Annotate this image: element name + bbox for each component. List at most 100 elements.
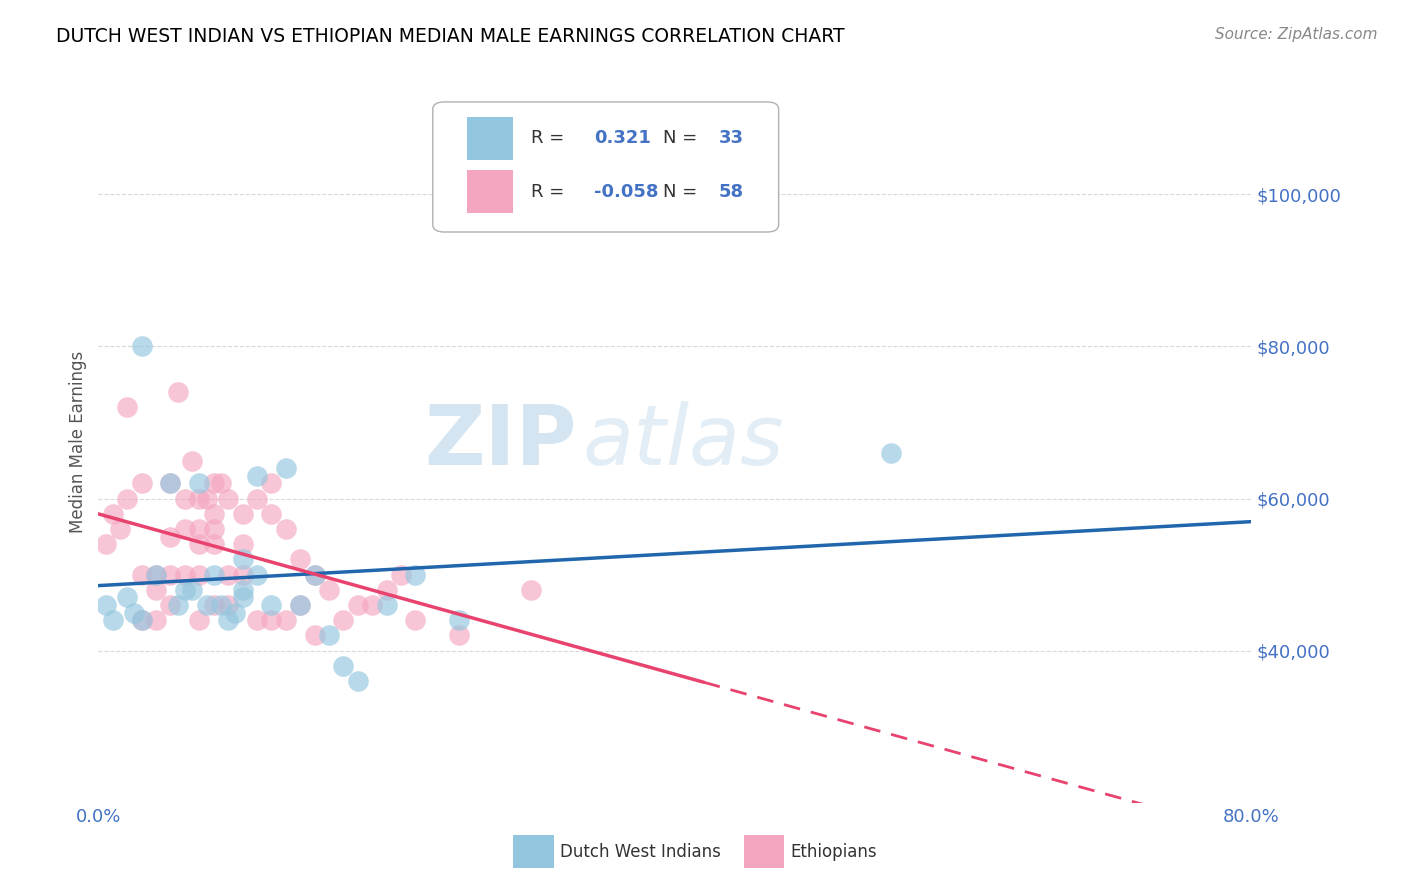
Bar bbox=[744, 835, 785, 868]
Text: ZIP: ZIP bbox=[425, 401, 576, 482]
Point bbox=[188, 522, 211, 536]
Point bbox=[260, 507, 283, 521]
Point bbox=[209, 476, 232, 491]
Text: R =: R = bbox=[531, 129, 569, 147]
Point bbox=[274, 613, 297, 627]
Bar bbox=[467, 117, 513, 160]
Point bbox=[202, 507, 225, 521]
Point bbox=[202, 476, 225, 491]
Point bbox=[304, 567, 326, 582]
Point bbox=[246, 491, 269, 506]
Point bbox=[131, 476, 153, 491]
Point bbox=[188, 567, 211, 582]
Point bbox=[231, 582, 254, 597]
Point bbox=[174, 522, 197, 536]
Point bbox=[231, 537, 254, 551]
Point bbox=[231, 507, 254, 521]
Point bbox=[131, 339, 153, 353]
Point bbox=[166, 598, 188, 612]
Point bbox=[159, 567, 181, 582]
Point bbox=[375, 582, 398, 597]
Point bbox=[332, 659, 354, 673]
Point bbox=[108, 522, 131, 536]
Point bbox=[346, 598, 368, 612]
Point bbox=[304, 567, 326, 582]
Point bbox=[209, 598, 232, 612]
Point bbox=[880, 446, 903, 460]
Point bbox=[217, 567, 239, 582]
Point bbox=[318, 582, 340, 597]
Point bbox=[447, 613, 470, 627]
Point bbox=[195, 598, 218, 612]
Point bbox=[94, 537, 117, 551]
Point bbox=[202, 598, 225, 612]
Point bbox=[117, 591, 139, 605]
Bar bbox=[513, 835, 554, 868]
Point bbox=[181, 453, 204, 467]
Point bbox=[117, 491, 139, 506]
Text: DUTCH WEST INDIAN VS ETHIOPIAN MEDIAN MALE EARNINGS CORRELATION CHART: DUTCH WEST INDIAN VS ETHIOPIAN MEDIAN MA… bbox=[56, 27, 845, 45]
Point bbox=[181, 582, 204, 597]
Text: Source: ZipAtlas.com: Source: ZipAtlas.com bbox=[1215, 27, 1378, 42]
Point bbox=[101, 613, 124, 627]
Point bbox=[202, 567, 225, 582]
Text: 33: 33 bbox=[718, 129, 744, 147]
Point bbox=[202, 537, 225, 551]
Point bbox=[520, 582, 543, 597]
Point bbox=[188, 491, 211, 506]
Text: R =: R = bbox=[531, 183, 569, 201]
Point bbox=[318, 628, 340, 642]
Point bbox=[117, 401, 139, 415]
Point bbox=[217, 491, 239, 506]
Point bbox=[332, 613, 354, 627]
Point bbox=[202, 522, 225, 536]
Point bbox=[145, 567, 167, 582]
Point bbox=[166, 385, 188, 400]
Point bbox=[231, 567, 254, 582]
Text: N =: N = bbox=[664, 183, 703, 201]
Point bbox=[290, 598, 312, 612]
Point bbox=[159, 598, 181, 612]
Point bbox=[274, 461, 297, 475]
Point bbox=[217, 613, 239, 627]
Point bbox=[131, 567, 153, 582]
Point bbox=[260, 598, 283, 612]
Point bbox=[188, 537, 211, 551]
Point bbox=[188, 613, 211, 627]
Point bbox=[188, 476, 211, 491]
Point bbox=[145, 613, 167, 627]
FancyBboxPatch shape bbox=[433, 102, 779, 232]
Point bbox=[224, 606, 246, 620]
Point bbox=[195, 491, 218, 506]
Point bbox=[246, 468, 269, 483]
Point bbox=[260, 476, 283, 491]
Text: 58: 58 bbox=[718, 183, 744, 201]
Point bbox=[159, 530, 181, 544]
Point bbox=[131, 613, 153, 627]
Bar bbox=[467, 169, 513, 213]
Point bbox=[159, 476, 181, 491]
Y-axis label: Median Male Earnings: Median Male Earnings bbox=[69, 351, 87, 533]
Point bbox=[174, 567, 197, 582]
Point bbox=[361, 598, 384, 612]
Point bbox=[304, 628, 326, 642]
Point bbox=[231, 591, 254, 605]
Point bbox=[405, 613, 427, 627]
Point bbox=[260, 613, 283, 627]
Point bbox=[290, 552, 312, 566]
Point bbox=[246, 613, 269, 627]
Point bbox=[159, 476, 181, 491]
Point bbox=[94, 598, 117, 612]
Text: N =: N = bbox=[664, 129, 703, 147]
Point bbox=[389, 567, 412, 582]
Point bbox=[131, 613, 153, 627]
Point bbox=[246, 567, 269, 582]
Text: -0.058: -0.058 bbox=[595, 183, 658, 201]
Point bbox=[217, 598, 239, 612]
Point bbox=[145, 567, 167, 582]
Point bbox=[101, 507, 124, 521]
Text: 0.321: 0.321 bbox=[595, 129, 651, 147]
Text: Dutch West Indians: Dutch West Indians bbox=[560, 843, 720, 861]
Point bbox=[174, 491, 197, 506]
Point bbox=[346, 674, 368, 689]
